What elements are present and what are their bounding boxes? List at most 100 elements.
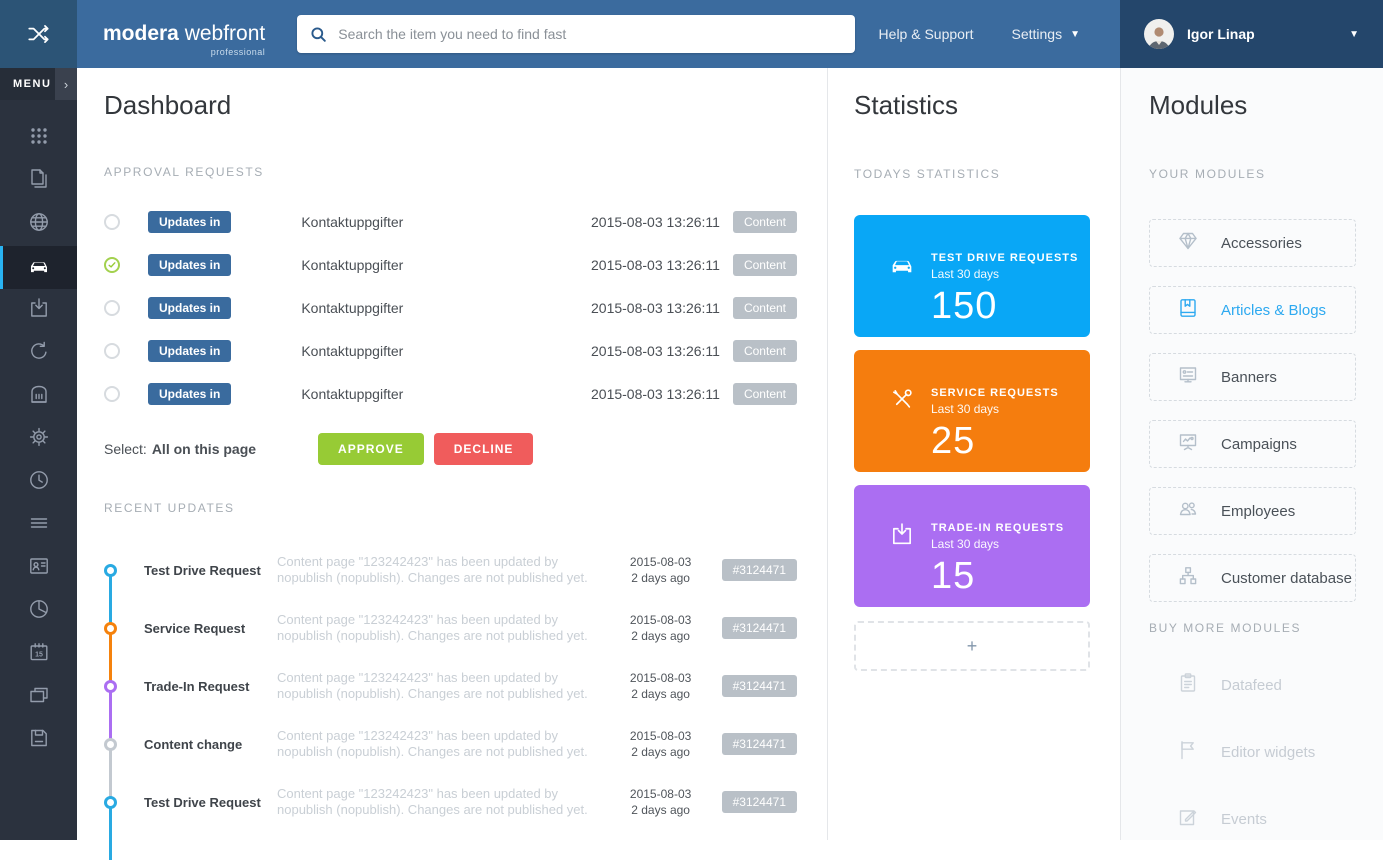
statistic-title: TRADE-IN REQUESTS bbox=[931, 522, 1065, 534]
row-checkbox[interactable] bbox=[104, 299, 120, 316]
update-id-badge: #3124471 bbox=[721, 733, 797, 755]
settings-menu[interactable]: Settings ▼ bbox=[1011, 26, 1081, 42]
approve-button[interactable]: APPROVE bbox=[318, 433, 424, 465]
recent-update-item: Content change Content page "123242423" … bbox=[104, 715, 797, 802]
flag-icon bbox=[1176, 738, 1200, 767]
module-card[interactable]: Articles & Blogs bbox=[1149, 286, 1356, 334]
request-timestamp: 2015-08-03 13:26:11 bbox=[591, 299, 720, 316]
sidebar-item-id-card[interactable] bbox=[0, 547, 77, 590]
edit-icon bbox=[1176, 805, 1200, 834]
recent-update-item: Service Request Content page "123242423"… bbox=[104, 599, 797, 686]
sidebar-item-pages[interactable] bbox=[0, 160, 77, 203]
search-icon bbox=[311, 26, 327, 42]
shuffle-icon[interactable] bbox=[0, 0, 77, 68]
timeline-connector bbox=[109, 686, 112, 744]
list-icon bbox=[27, 511, 51, 540]
sidebar-item-building[interactable] bbox=[0, 375, 77, 418]
sidebar-item-grid[interactable] bbox=[0, 117, 77, 160]
update-date: 2015-08-03 2 days ago bbox=[629, 555, 692, 585]
menu-expand-button[interactable]: › bbox=[55, 68, 77, 100]
add-statistic-button[interactable]: + bbox=[854, 621, 1090, 671]
statistics-cards: TEST DRIVE REQUESTS Last 30 days 150 SER… bbox=[854, 215, 1091, 607]
statistic-value: 25 bbox=[931, 420, 976, 462]
svg-text:15: 15 bbox=[35, 652, 43, 659]
statistic-card-header: SERVICE REQUESTS Last 30 days bbox=[888, 385, 1090, 418]
top-bar: modera webfront professional Help & Supp… bbox=[0, 0, 1383, 68]
recent-updates-label: RECENT UPDATES bbox=[104, 501, 235, 515]
row-checkbox[interactable] bbox=[104, 213, 120, 230]
row-checkbox[interactable] bbox=[104, 385, 120, 402]
menu-header: MENU › bbox=[0, 68, 77, 100]
content-type-badge: Content bbox=[732, 253, 797, 276]
module-card[interactable]: Accessories bbox=[1149, 219, 1356, 267]
page-title: Dashboard bbox=[104, 90, 232, 120]
sidebar-item-gear[interactable] bbox=[0, 418, 77, 461]
sidebar-item-pie-chart[interactable] bbox=[0, 590, 77, 633]
buy-module-item[interactable]: Editor widgets bbox=[1149, 728, 1355, 776]
refresh-icon bbox=[27, 339, 51, 368]
decline-button[interactable]: DECLINE bbox=[433, 433, 534, 465]
help-support-link[interactable]: Help & Support bbox=[878, 26, 974, 42]
buy-module-item[interactable]: Events bbox=[1149, 795, 1355, 843]
statistic-subtitle: Last 30 days bbox=[931, 402, 1000, 416]
sidebar-item-car[interactable] bbox=[0, 246, 77, 289]
sidebar-item-list[interactable] bbox=[0, 504, 77, 547]
select-label: Select: bbox=[104, 441, 147, 457]
request-name: Kontaktuppgifter bbox=[301, 256, 404, 273]
timeline-dot bbox=[104, 680, 117, 693]
sidebar-item-download[interactable] bbox=[0, 289, 77, 332]
sidebar-item-refresh[interactable] bbox=[0, 332, 77, 375]
chevron-down-icon: ▼ bbox=[1349, 28, 1359, 40]
timeline-connector bbox=[109, 628, 112, 686]
statistic-card: SERVICE REQUESTS Last 30 days 25 bbox=[854, 350, 1090, 472]
content-type-badge: Content bbox=[732, 339, 797, 362]
sidebar-item-windows[interactable] bbox=[0, 676, 77, 719]
top-bar-main: modera webfront professional Help & Supp… bbox=[77, 0, 1120, 68]
timeline-dot bbox=[104, 564, 117, 577]
request-name: Kontaktuppgifter bbox=[301, 385, 404, 402]
clock-icon bbox=[27, 468, 51, 497]
update-title: Service Request bbox=[144, 620, 246, 636]
module-label: Employees bbox=[1221, 502, 1296, 520]
request-name: Kontaktuppgifter bbox=[301, 342, 404, 359]
module-card[interactable]: Customer database bbox=[1149, 554, 1356, 602]
sidebar-item-floppy[interactable] bbox=[0, 719, 77, 762]
update-id-badge: #3124471 bbox=[721, 559, 797, 581]
timeline-column bbox=[104, 715, 144, 802]
id-card-icon bbox=[27, 554, 51, 583]
update-title: Test Drive Request bbox=[144, 562, 261, 578]
row-checkbox[interactable] bbox=[104, 256, 120, 273]
module-card[interactable]: Banners bbox=[1149, 353, 1356, 401]
update-description: Content page "123242423" has been update… bbox=[277, 554, 588, 585]
user-menu[interactable]: Igor Linap ▼ bbox=[1120, 0, 1383, 68]
row-checkbox[interactable] bbox=[104, 342, 120, 359]
module-card[interactable]: Campaigns bbox=[1149, 420, 1356, 468]
timeline-dot bbox=[104, 738, 117, 751]
statistic-value: 150 bbox=[931, 285, 998, 327]
sidebar-item-clock[interactable] bbox=[0, 461, 77, 504]
buy-module-item[interactable]: Datafeed bbox=[1149, 661, 1355, 709]
sidebar-item-globe[interactable] bbox=[0, 203, 77, 246]
pages-icon bbox=[27, 167, 51, 196]
recent-update-item: Trade-In Request Content page "123242423… bbox=[104, 657, 797, 744]
diamond-icon bbox=[1176, 229, 1200, 258]
car-icon bbox=[27, 253, 51, 282]
statistic-subtitle: Last 30 days bbox=[931, 537, 1000, 551]
your-modules-label: YOUR MODULES bbox=[1149, 167, 1266, 181]
campaign-icon bbox=[1176, 430, 1200, 459]
content-type-badge: Content bbox=[732, 382, 797, 405]
statistic-title: SERVICE REQUESTS bbox=[931, 387, 1059, 399]
sidebar: MENU › 15 bbox=[0, 68, 77, 840]
statistic-title: TEST DRIVE REQUESTS bbox=[931, 252, 1079, 264]
module-card[interactable]: Employees bbox=[1149, 487, 1356, 535]
content-type-badge: Content bbox=[732, 296, 797, 319]
sidebar-item-calendar[interactable]: 15 bbox=[0, 633, 77, 676]
logo-tagline: professional bbox=[210, 47, 266, 57]
update-description: Content page "123242423" has been update… bbox=[277, 670, 588, 701]
sidebar-nav: 15 bbox=[0, 117, 77, 762]
search-input[interactable] bbox=[338, 26, 844, 42]
timeline-column bbox=[104, 657, 144, 744]
select-all-link[interactable]: All on this page bbox=[151, 441, 257, 457]
timeline-column bbox=[104, 773, 144, 860]
plus-icon: + bbox=[966, 635, 978, 656]
